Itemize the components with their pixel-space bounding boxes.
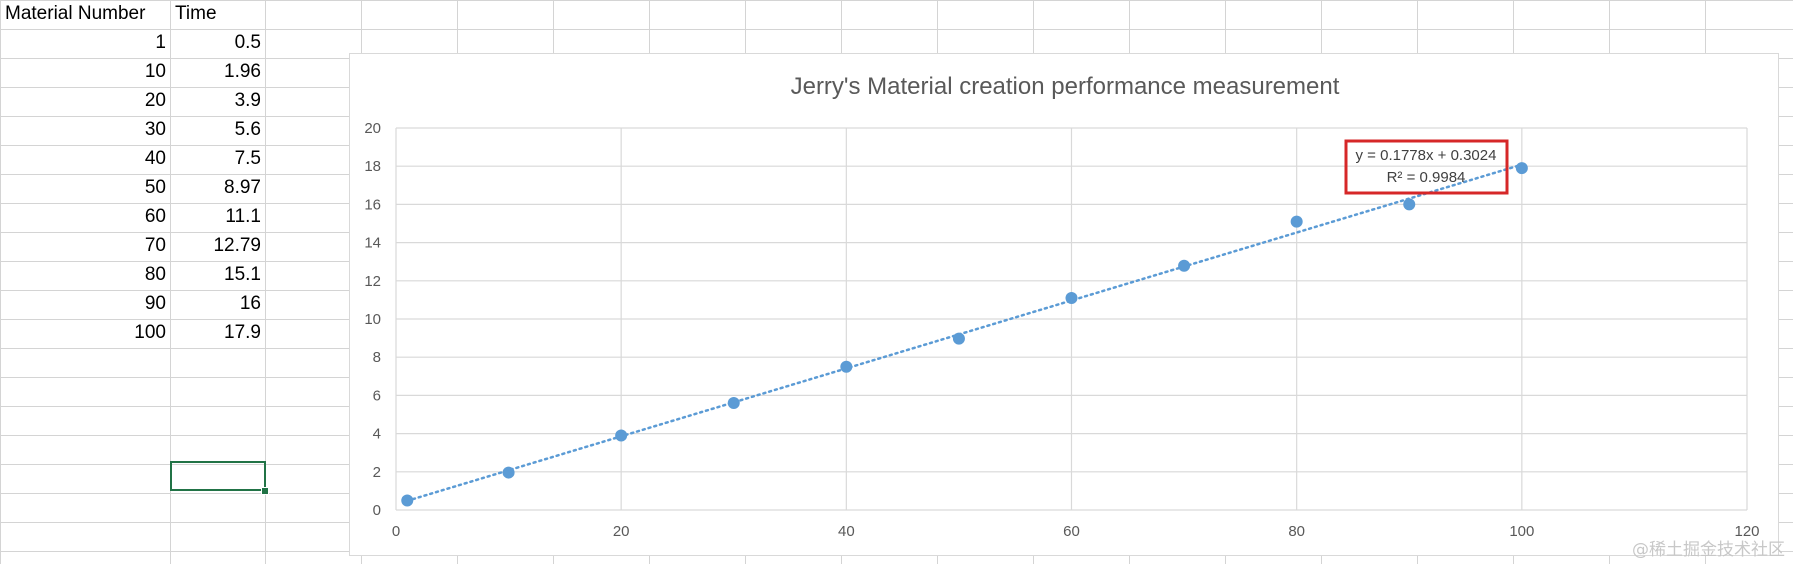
selected-cell-outline[interactable] xyxy=(170,461,266,491)
cell-time[interactable]: 5.6 xyxy=(234,119,261,140)
cell-material-number[interactable]: 40 xyxy=(144,148,166,169)
trendline-equation-label[interactable]: y = 0.1778x + 0.3024 R² = 0.9984 xyxy=(1344,139,1509,195)
data-point[interactable] xyxy=(1403,198,1416,211)
data-point[interactable] xyxy=(502,466,515,479)
cell-material-number[interactable]: 80 xyxy=(144,264,166,285)
trendline-equation: y = 0.1778x + 0.3024 xyxy=(1356,147,1497,164)
y-tick-label: 10 xyxy=(364,311,381,328)
cell-material-number[interactable]: 30 xyxy=(144,119,166,140)
y-tick-label: 12 xyxy=(364,273,381,290)
fill-handle[interactable] xyxy=(261,487,269,495)
cell-material-number[interactable]: 70 xyxy=(144,235,166,256)
y-tick-label: 2 xyxy=(373,464,381,481)
x-axis-tick-labels: 0 20 40 60 80 100 120 xyxy=(392,523,1760,540)
cell-material-number[interactable]: 1 xyxy=(155,32,166,53)
cell-material-number[interactable]: 50 xyxy=(144,177,166,198)
y-tick-label: 4 xyxy=(373,426,381,443)
y-tick-label: 14 xyxy=(364,235,381,252)
cell-time[interactable]: 12.79 xyxy=(213,235,261,256)
scatter-chart[interactable]: Jerry's Material creation performance me… xyxy=(350,54,1780,557)
cell-material-number[interactable]: 90 xyxy=(144,293,166,314)
data-point[interactable] xyxy=(1290,215,1303,228)
y-tick-label: 0 xyxy=(373,502,381,519)
cell-time[interactable]: 16 xyxy=(239,293,261,314)
data-point[interactable] xyxy=(1065,291,1078,304)
y-tick-label: 18 xyxy=(364,158,381,175)
y-tick-label: 8 xyxy=(373,349,381,366)
cell-time[interactable]: 8.97 xyxy=(224,177,261,198)
data-point[interactable] xyxy=(401,494,414,507)
cell-time[interactable]: 0.5 xyxy=(234,32,261,53)
chart-title[interactable]: Jerry's Material creation performance me… xyxy=(791,73,1340,100)
x-tick-label: 60 xyxy=(1063,523,1080,540)
y-tick-label: 6 xyxy=(373,387,381,404)
data-point[interactable] xyxy=(1515,162,1528,175)
x-tick-label: 0 xyxy=(392,523,400,540)
cell-time[interactable]: 11.1 xyxy=(225,206,261,227)
cell-material-number[interactable]: 60 xyxy=(144,206,166,227)
cell-time[interactable]: 3.9 xyxy=(234,90,261,111)
cell-material-number[interactable]: 10 xyxy=(144,61,166,82)
y-tick-label: 16 xyxy=(364,196,381,213)
y-axis-tick-labels: 0 2 4 6 8 10 12 14 16 18 20 xyxy=(364,120,381,519)
data-point[interactable] xyxy=(840,360,853,373)
data-point[interactable] xyxy=(952,332,965,345)
data-points xyxy=(401,162,1528,507)
data-point[interactable] xyxy=(615,429,628,442)
x-tick-label: 120 xyxy=(1734,523,1759,540)
watermark: @稀土掘金技术社区 xyxy=(1632,540,1785,560)
cell-time[interactable]: 17.9 xyxy=(224,322,261,343)
header-time[interactable]: Time xyxy=(175,3,217,24)
x-tick-label: 40 xyxy=(838,523,855,540)
equation-highlight-box xyxy=(1344,139,1509,195)
x-tick-label: 20 xyxy=(613,523,630,540)
data-point[interactable] xyxy=(1178,259,1191,272)
cell-time[interactable]: 1.96 xyxy=(224,61,261,82)
chart-area[interactable]: Jerry's Material creation performance me… xyxy=(349,53,1779,556)
trendline[interactable] xyxy=(406,163,1524,503)
x-tick-label: 80 xyxy=(1288,523,1305,540)
y-tick-label: 20 xyxy=(364,120,381,137)
cell-time[interactable]: 15.1 xyxy=(224,264,261,285)
r-squared-value: R² = 0.9984 xyxy=(1387,169,1466,186)
cell-material-number[interactable]: 100 xyxy=(134,322,166,343)
header-material-number[interactable]: Material Number xyxy=(5,3,146,24)
x-tick-label: 100 xyxy=(1509,523,1534,540)
data-point[interactable] xyxy=(727,397,740,410)
chart-gridlines xyxy=(395,127,1748,511)
cell-time[interactable]: 7.5 xyxy=(234,148,261,169)
cell-material-number[interactable]: 20 xyxy=(144,90,166,111)
